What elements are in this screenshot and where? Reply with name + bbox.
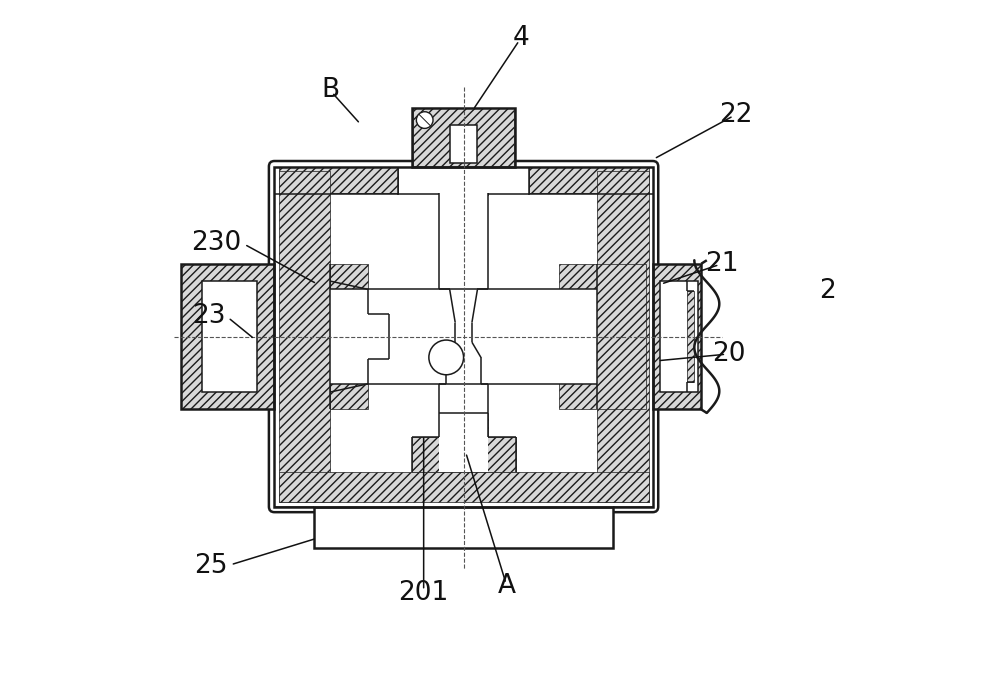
- Polygon shape: [413, 108, 514, 167]
- Bar: [202, 281, 257, 392]
- Text: A: A: [498, 573, 516, 600]
- Text: 21: 21: [705, 251, 739, 277]
- Text: 201: 201: [399, 580, 449, 607]
- Polygon shape: [597, 171, 649, 502]
- Polygon shape: [559, 264, 646, 409]
- Circle shape: [416, 112, 433, 128]
- Polygon shape: [181, 264, 274, 409]
- Bar: [660, 281, 698, 392]
- Polygon shape: [529, 172, 647, 193]
- Polygon shape: [439, 193, 488, 195]
- Circle shape: [429, 340, 464, 375]
- Text: 4: 4: [512, 25, 529, 51]
- Bar: [439, 193, 488, 413]
- Polygon shape: [280, 172, 398, 193]
- Polygon shape: [412, 413, 516, 472]
- Bar: [439, 413, 488, 472]
- Text: B: B: [321, 77, 339, 103]
- FancyBboxPatch shape: [269, 161, 658, 512]
- Text: 23: 23: [192, 303, 226, 329]
- Polygon shape: [330, 264, 368, 409]
- Bar: [450, 125, 477, 163]
- Bar: [412, 108, 515, 167]
- Text: 22: 22: [719, 101, 753, 128]
- Bar: [274, 167, 653, 507]
- Polygon shape: [279, 472, 649, 502]
- Polygon shape: [529, 167, 649, 193]
- Bar: [181, 264, 274, 409]
- Polygon shape: [279, 171, 330, 502]
- Text: 25: 25: [194, 552, 228, 579]
- Bar: [330, 289, 597, 384]
- Polygon shape: [653, 264, 701, 409]
- Polygon shape: [687, 291, 694, 382]
- Bar: [653, 264, 701, 409]
- Text: 230: 230: [192, 230, 242, 256]
- Bar: [314, 507, 613, 548]
- Text: 2: 2: [819, 278, 836, 305]
- Polygon shape: [279, 167, 398, 193]
- Text: 20: 20: [712, 341, 746, 367]
